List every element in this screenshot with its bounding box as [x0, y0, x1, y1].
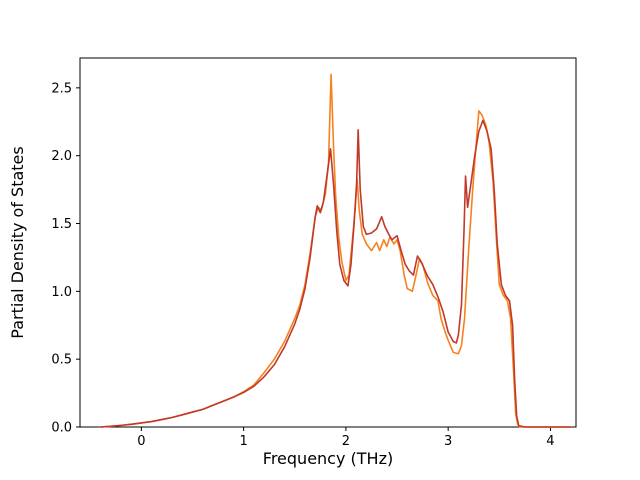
y-tick-label: 0.0: [51, 421, 72, 436]
y-axis-label: Partial Density of States: [8, 146, 27, 338]
y-tick-label: 2.0: [51, 149, 72, 164]
x-tick-label: 2: [342, 434, 350, 449]
axes-layer: 0 1 2 3 4 0.0 0.5 1.0 1.5 2.0 2.5: [51, 57, 577, 449]
x-axis-label: Frequency (THz): [263, 449, 393, 468]
line-series-pdos-red: [99, 119, 572, 428]
x-tick-label: 3: [444, 434, 452, 449]
y-tick-label: 2.5: [51, 81, 72, 96]
x-tick-label: 0: [137, 434, 145, 449]
x-tick-label: 1: [239, 434, 247, 449]
plot-frame: [79, 57, 577, 428]
y-tick-label: 1.0: [51, 285, 72, 300]
y-tick-label: 0.5: [51, 353, 72, 368]
series-layer: [99, 73, 572, 428]
line-series-pdos-orange: [99, 73, 572, 428]
x-tick-label: 4: [546, 434, 554, 449]
y-tick-label: 1.5: [51, 217, 72, 232]
